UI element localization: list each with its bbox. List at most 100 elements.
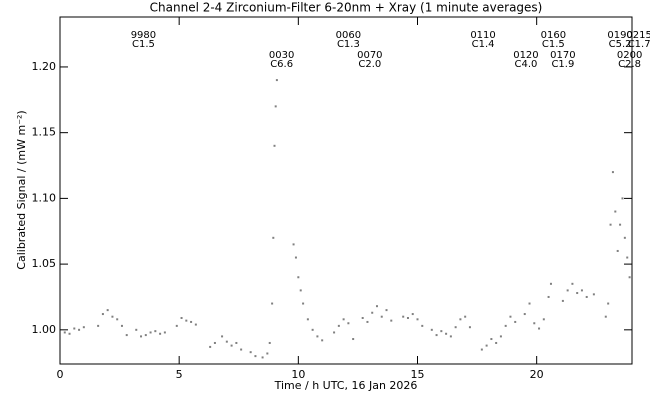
data-point	[390, 319, 393, 322]
data-point	[385, 309, 388, 312]
data-point	[273, 144, 276, 147]
data-point	[311, 328, 314, 331]
data-point	[607, 302, 610, 305]
data-point	[375, 305, 378, 308]
data-point	[275, 79, 278, 82]
data-point	[230, 344, 233, 347]
data-point	[261, 356, 264, 359]
data-point	[116, 318, 119, 321]
data-point	[406, 316, 409, 319]
flare-label: C1.5	[132, 39, 155, 50]
data-point	[63, 331, 66, 334]
data-point	[509, 315, 512, 318]
data-point	[190, 320, 193, 323]
data-point	[611, 171, 614, 174]
data-point	[371, 311, 374, 314]
y-tick-label: 1.05	[32, 257, 57, 270]
data-point	[528, 302, 531, 305]
data-point	[576, 292, 579, 295]
data-point	[316, 335, 319, 338]
data-point	[454, 326, 457, 329]
data-point	[337, 324, 340, 327]
x-axis-label: Time / h UTC, 16 Jan 2026	[274, 379, 418, 392]
flare-label: C1.4	[472, 39, 495, 50]
data-point	[111, 315, 114, 318]
flare-label: C1.9	[551, 59, 574, 70]
data-point	[480, 348, 483, 351]
x-tick-label: 15	[411, 368, 425, 381]
data-point	[445, 332, 448, 335]
data-point	[294, 256, 297, 259]
flare-label: C1.5	[542, 39, 565, 50]
flare-label: 0190	[607, 30, 632, 41]
data-point	[490, 338, 493, 341]
data-point	[571, 282, 574, 285]
flare-label: 0215	[626, 30, 650, 41]
data-point	[297, 276, 300, 279]
data-point	[538, 327, 541, 330]
flare-label: C2.0	[358, 59, 381, 70]
flare-label: 0120	[513, 50, 538, 61]
flare-label: 0200	[617, 50, 642, 61]
data-point	[159, 332, 162, 335]
data-point	[271, 302, 274, 305]
data-point	[78, 328, 81, 331]
data-point	[485, 344, 488, 347]
data-point	[268, 341, 271, 344]
data-point	[514, 320, 517, 323]
data-point	[547, 295, 550, 298]
y-tick-label: 1.00	[32, 323, 57, 336]
data-point	[616, 249, 619, 252]
data-point	[144, 334, 147, 337]
data-point	[225, 340, 228, 343]
data-point	[106, 309, 109, 312]
data-point	[523, 313, 526, 316]
data-point	[333, 331, 336, 334]
data-point	[361, 316, 364, 319]
data-point	[347, 322, 350, 325]
data-point	[464, 315, 467, 318]
data-point	[549, 282, 552, 285]
data-point	[120, 324, 123, 327]
x-tick-label: 5	[176, 368, 183, 381]
data-point	[249, 351, 252, 354]
data-point	[140, 335, 143, 338]
flare-label: C6.6	[270, 59, 293, 70]
data-point	[292, 243, 295, 246]
flare-label: C1.7	[628, 39, 650, 50]
data-point	[430, 328, 433, 331]
data-point	[435, 334, 438, 337]
data-point	[609, 223, 612, 226]
data-point	[499, 335, 502, 338]
data-point	[266, 352, 269, 355]
data-point	[154, 330, 157, 333]
y-axis-label: Calibrated Signal / (mW m⁻²)	[15, 110, 28, 269]
data-point	[580, 289, 583, 292]
data-point	[213, 341, 216, 344]
data-point	[235, 341, 238, 344]
flare-label: 0070	[357, 50, 382, 61]
flare-label: 9980	[131, 30, 156, 41]
y-tick-label: 1.10	[32, 191, 57, 204]
y-tick-label: 1.20	[32, 60, 57, 73]
data-point	[302, 302, 305, 305]
data-point	[623, 236, 626, 239]
data-point	[542, 318, 545, 321]
data-point	[352, 338, 355, 341]
data-point	[194, 323, 197, 326]
data-point	[504, 324, 507, 327]
data-point	[82, 326, 85, 329]
data-point	[495, 341, 498, 344]
data-point	[561, 299, 564, 302]
data-point	[585, 295, 588, 298]
data-point	[101, 313, 104, 316]
data-point	[380, 315, 383, 318]
data-point	[619, 223, 622, 226]
data-point	[149, 331, 152, 334]
data-point	[175, 324, 178, 327]
flare-label: 0160	[541, 30, 566, 41]
y-tick-label: 1.15	[32, 126, 57, 139]
data-point	[272, 236, 275, 239]
data-point	[185, 319, 188, 322]
